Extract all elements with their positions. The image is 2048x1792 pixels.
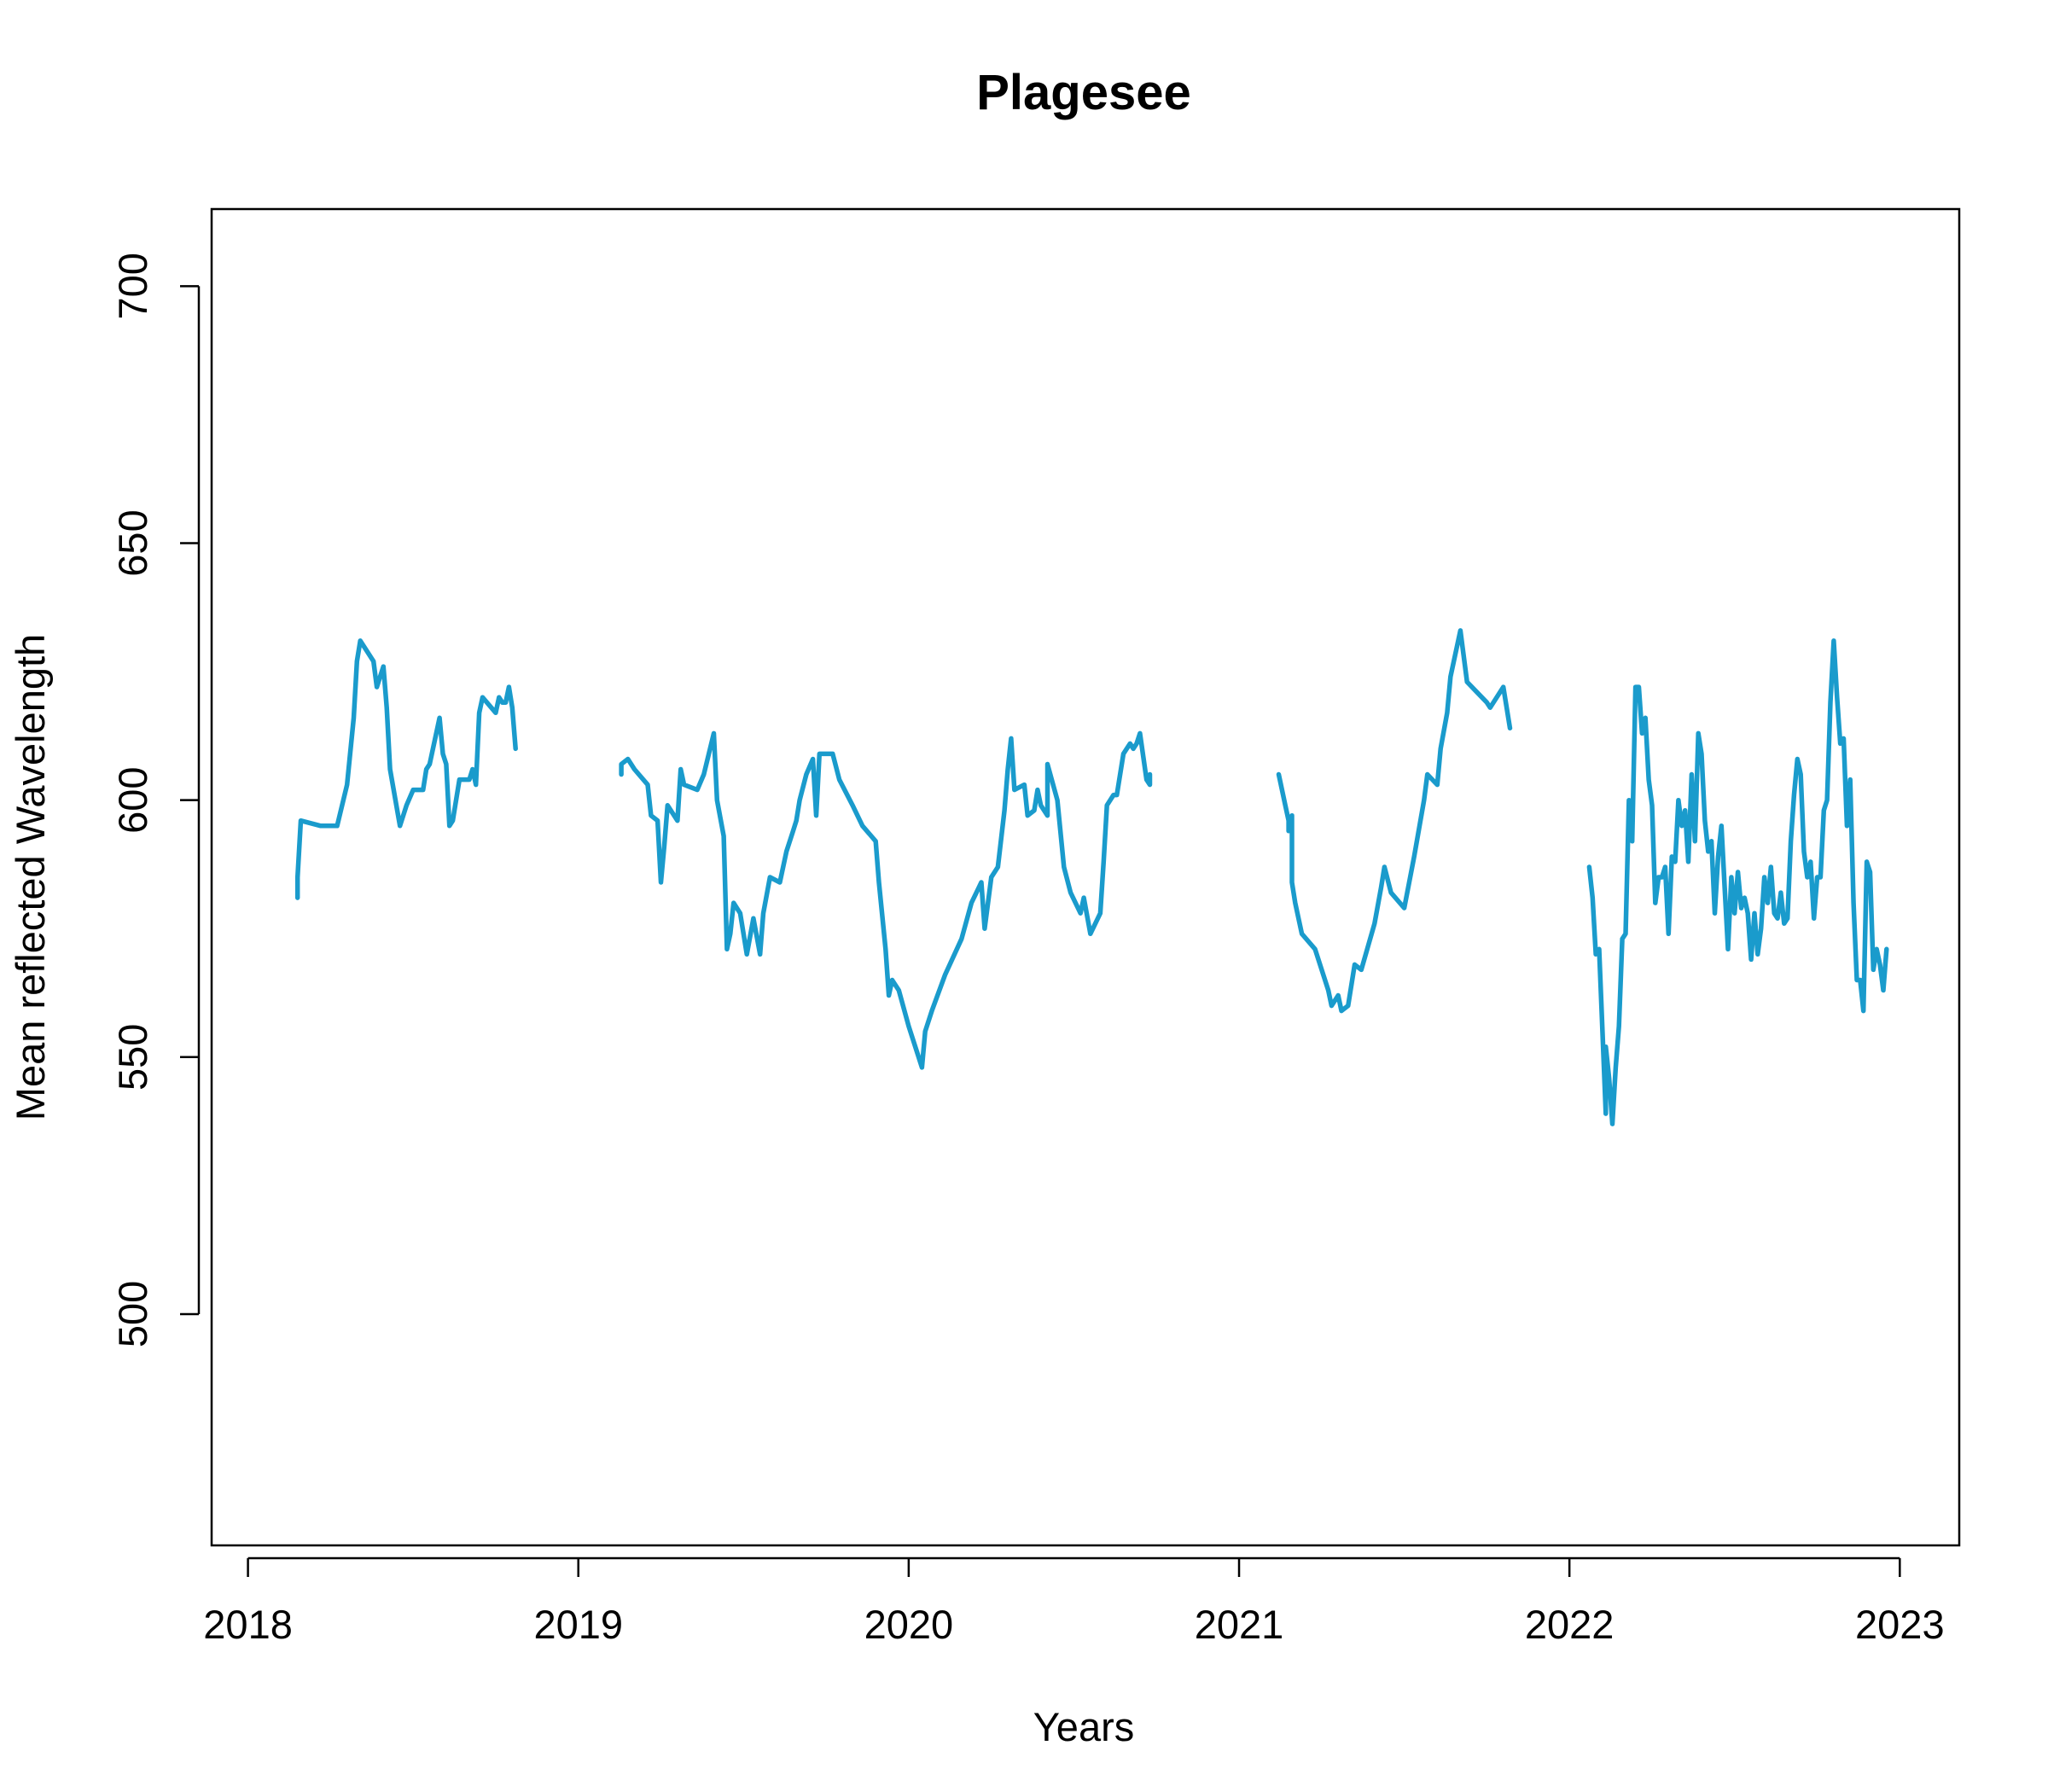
y-tick-label: 550	[110, 1024, 155, 1091]
x-tick-label: 2019	[533, 1602, 623, 1647]
x-tick-label: 2022	[1525, 1602, 1615, 1647]
series-line-segment	[294, 638, 518, 900]
x-tick-label: 2020	[864, 1602, 954, 1647]
y-tick-label: 500	[110, 1281, 155, 1347]
y-tick-label: 650	[110, 509, 155, 576]
chart-title: Plagesee	[976, 65, 1191, 120]
x-axis: 2018 2019 2020 2021 2022 2023	[203, 1556, 1945, 1647]
series-line-segment	[1586, 638, 1889, 1126]
x-tick-label: 2018	[203, 1602, 293, 1647]
series-line-segment	[619, 730, 1153, 1070]
y-tick-label: 700	[110, 253, 155, 319]
y-axis-label: Mean reflected Wavelength	[8, 634, 53, 1120]
series-layer	[294, 628, 1889, 1126]
y-axis: 500 550 600 650 700	[110, 253, 201, 1347]
series-line-segment	[1276, 628, 1513, 1014]
plot-frame	[210, 207, 1961, 1547]
x-tick-label: 2023	[1855, 1602, 1945, 1647]
y-tick-label: 600	[110, 766, 155, 833]
x-axis-label: Years	[1033, 1704, 1134, 1749]
x-tick-label: 2021	[1195, 1602, 1284, 1647]
